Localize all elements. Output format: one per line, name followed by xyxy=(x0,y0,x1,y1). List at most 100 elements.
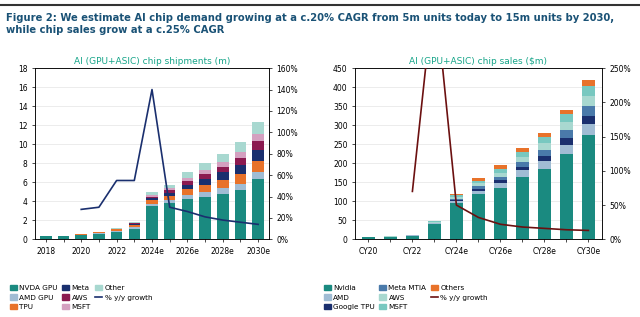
Bar xyxy=(516,171,529,177)
Bar xyxy=(494,169,507,173)
Bar xyxy=(560,138,573,145)
Bar xyxy=(450,201,463,203)
Bar xyxy=(428,221,441,222)
Bar xyxy=(516,177,529,239)
Bar xyxy=(164,190,175,193)
Bar xyxy=(199,197,211,239)
Bar xyxy=(538,169,551,239)
Bar xyxy=(111,229,122,230)
Bar xyxy=(582,116,595,124)
Bar xyxy=(538,156,551,161)
Bar xyxy=(472,186,485,189)
Bar xyxy=(582,86,595,95)
Bar xyxy=(182,199,193,239)
Bar xyxy=(199,171,211,174)
Bar xyxy=(235,158,246,165)
Bar xyxy=(111,230,122,231)
Bar xyxy=(472,194,485,239)
Bar xyxy=(450,195,463,197)
Bar xyxy=(217,194,228,239)
Bar xyxy=(252,161,264,172)
Bar xyxy=(182,178,193,181)
Bar xyxy=(164,193,175,196)
Bar xyxy=(93,232,105,233)
Bar xyxy=(472,178,485,181)
Bar xyxy=(560,145,573,154)
Bar xyxy=(199,163,211,171)
Bar xyxy=(560,114,573,122)
Bar xyxy=(164,185,175,188)
Bar xyxy=(252,141,264,150)
Bar xyxy=(516,152,529,157)
Bar xyxy=(582,80,595,86)
Bar xyxy=(147,192,157,195)
Bar xyxy=(147,200,157,204)
Bar xyxy=(516,148,529,152)
Bar xyxy=(252,150,264,161)
Bar xyxy=(582,135,595,239)
Bar xyxy=(235,142,246,152)
Bar xyxy=(384,237,397,239)
Title: AI (GPU+ASIC) chip shipments (m): AI (GPU+ASIC) chip shipments (m) xyxy=(74,57,230,66)
Bar xyxy=(164,196,175,200)
Bar xyxy=(182,184,193,190)
Bar xyxy=(450,199,463,200)
Bar xyxy=(252,172,264,179)
Bar xyxy=(147,197,157,198)
Bar xyxy=(516,167,529,171)
Bar xyxy=(538,133,551,137)
Bar xyxy=(362,237,375,239)
Bar xyxy=(129,229,140,239)
Bar xyxy=(147,204,157,206)
Bar xyxy=(217,172,228,180)
Bar xyxy=(472,181,485,184)
Legend: NVDA GPU, AMD GPU, TPU, Meta, AWS, MSFT, Other, % y/y growth: NVDA GPU, AMD GPU, TPU, Meta, AWS, MSFT,… xyxy=(10,285,152,310)
Bar xyxy=(129,222,140,223)
Bar xyxy=(494,173,507,177)
Bar xyxy=(406,236,419,239)
Bar xyxy=(494,165,507,169)
Bar xyxy=(560,154,573,239)
Bar xyxy=(111,232,122,239)
Bar xyxy=(235,190,246,239)
Bar xyxy=(560,110,573,114)
Bar xyxy=(560,122,573,130)
Bar xyxy=(450,200,463,201)
Bar xyxy=(129,228,140,229)
Bar xyxy=(450,197,463,199)
Bar xyxy=(164,188,175,190)
Bar xyxy=(182,190,193,195)
Bar xyxy=(76,235,87,239)
Bar xyxy=(111,228,122,229)
Bar xyxy=(516,162,529,167)
Bar xyxy=(428,223,441,224)
Bar xyxy=(235,165,246,174)
Bar xyxy=(147,206,157,239)
Bar xyxy=(217,180,228,188)
Bar xyxy=(76,234,87,235)
Bar xyxy=(129,224,140,225)
Bar xyxy=(93,233,105,234)
Bar xyxy=(494,177,507,180)
Bar xyxy=(582,106,595,116)
Bar xyxy=(182,195,193,199)
Bar xyxy=(164,203,175,239)
Bar xyxy=(538,143,551,150)
Bar xyxy=(199,192,211,197)
Bar xyxy=(560,130,573,138)
Bar xyxy=(217,167,228,172)
Bar xyxy=(182,172,193,178)
Text: Figure 2: We estimate AI chip demand growing at a c.20% CAGR from 5m units today: Figure 2: We estimate AI chip demand gro… xyxy=(6,13,614,35)
Bar xyxy=(252,179,264,239)
Bar xyxy=(472,191,485,194)
Bar xyxy=(164,200,175,203)
Bar xyxy=(494,184,507,188)
Bar xyxy=(235,174,246,184)
Bar xyxy=(428,222,441,223)
Bar xyxy=(147,195,157,197)
Bar xyxy=(516,157,529,162)
Bar xyxy=(235,184,246,190)
Bar xyxy=(217,154,228,162)
Legend: Nvidia, AMD, Google TPU, Meta MTIA, AWS, MSFT, Others, % y/y growth: Nvidia, AMD, Google TPU, Meta MTIA, AWS,… xyxy=(324,285,488,310)
Bar xyxy=(472,184,485,186)
